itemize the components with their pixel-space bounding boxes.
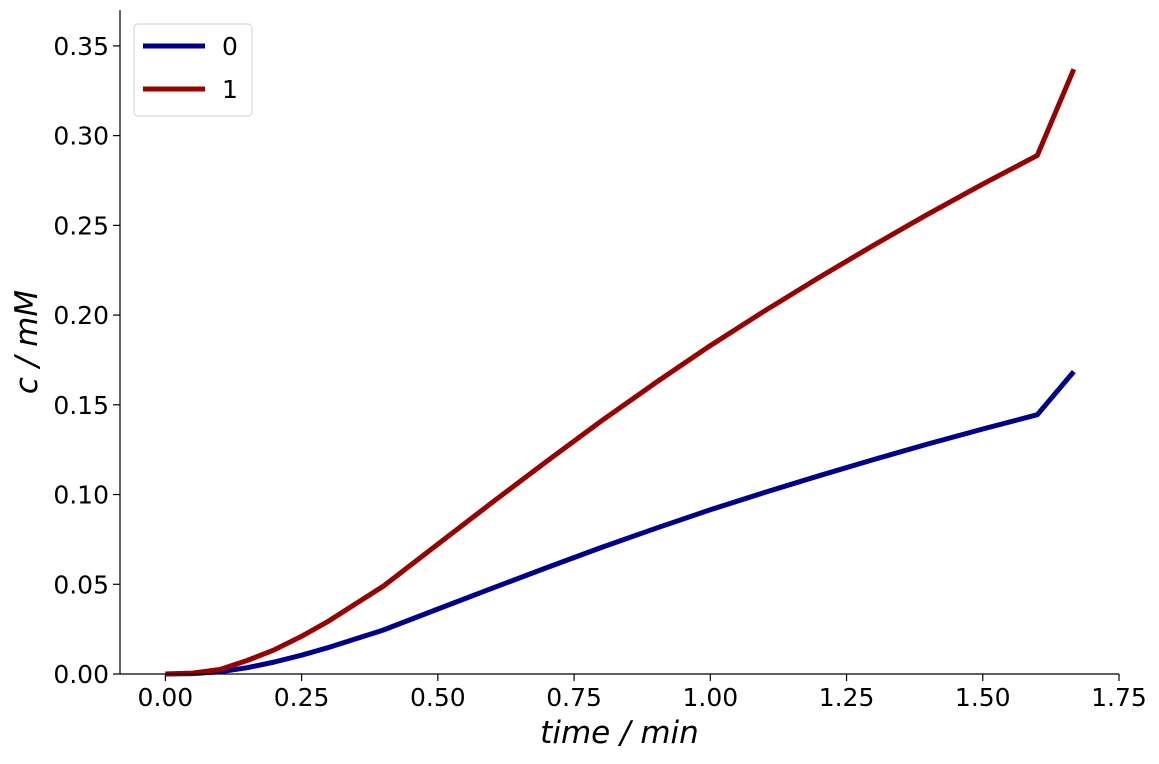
y-axis-title: c / mM — [9, 290, 45, 394]
legend-label-0: 0 — [222, 32, 238, 61]
y-tick-label: 0.25 — [53, 211, 109, 240]
y-tick-label: 0.35 — [53, 32, 109, 61]
y-tick-label: 0.20 — [53, 301, 109, 330]
x-tick-label: 1.75 — [1091, 683, 1147, 712]
axes — [119, 10, 1119, 675]
x-axis-title: time / min — [540, 715, 699, 751]
y-tick-label: 0.10 — [53, 481, 109, 510]
x-tick-label: 0.00 — [138, 683, 194, 712]
legend: 01 — [133, 23, 253, 117]
legend-entries: 01 — [143, 32, 238, 104]
x-tick-label: 1.00 — [682, 683, 738, 712]
y-tick-label: 0.15 — [53, 391, 109, 420]
y-tick-label: 0.30 — [53, 122, 109, 151]
x-tick-label: 1.25 — [819, 683, 875, 712]
x-tick-label: 1.50 — [955, 683, 1011, 712]
x-ticks: 0.00 0.25 0.50 0.75 1.00 1.25 1.50 1.75 — [138, 674, 1147, 712]
y-tick-label: 0.00 — [53, 660, 109, 689]
x-tick-label: 0.25 — [274, 683, 330, 712]
series-line-1 — [165, 68, 1077, 677]
y-tick-label: 0.05 — [53, 570, 109, 599]
legend-label-1: 1 — [222, 75, 238, 104]
plot-lines — [165, 68, 1077, 677]
series-line-0 — [165, 369, 1076, 677]
x-tick-label: 0.50 — [410, 683, 466, 712]
y-ticks: 0.00 0.05 0.10 0.15 0.20 0.25 0.30 0.35 — [53, 32, 120, 689]
x-tick-label: 0.75 — [546, 683, 602, 712]
